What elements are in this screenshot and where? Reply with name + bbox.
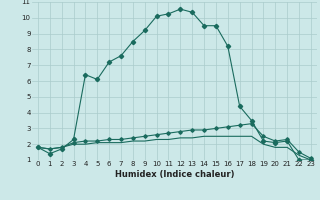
X-axis label: Humidex (Indice chaleur): Humidex (Indice chaleur) bbox=[115, 170, 234, 179]
